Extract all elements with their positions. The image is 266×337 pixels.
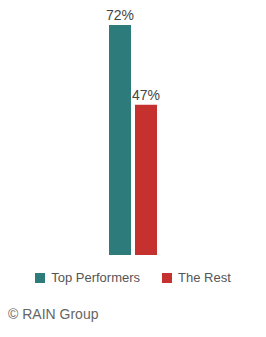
svg-text:47%: 47% (132, 87, 160, 103)
html-text:© RAIN Group: © RAIN Group (8, 306, 99, 322)
svg-text:72%: 72% (106, 7, 134, 23)
html-text:The Rest: The Rest (178, 270, 231, 285)
html-text:Top Performers: Top Performers (51, 270, 141, 285)
